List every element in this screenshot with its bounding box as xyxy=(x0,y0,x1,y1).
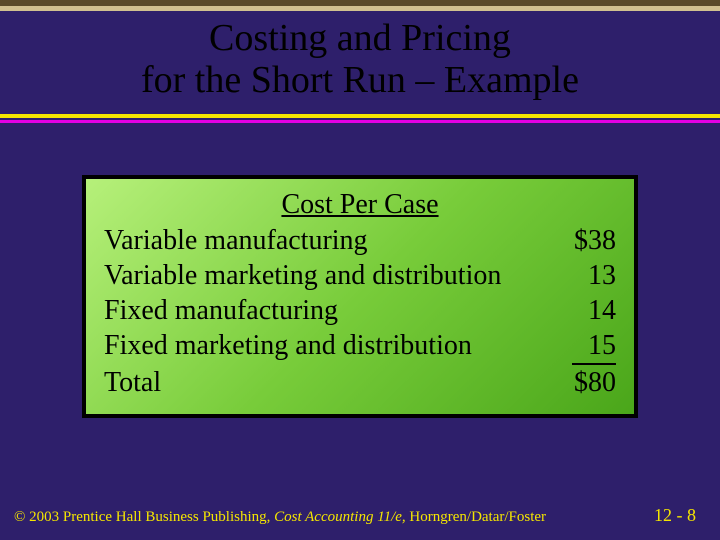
row-label: Fixed manufacturing xyxy=(104,293,338,328)
cost-table-box: Cost Per Case Variable manufacturing $38… xyxy=(82,175,638,418)
footer-book-title: Cost Accounting 11/e, xyxy=(274,509,406,525)
row-value: 15 xyxy=(556,328,616,365)
row-label: Variable marketing and distribution xyxy=(104,258,501,293)
divider-yellow xyxy=(0,114,720,118)
footer-copyright: © 2003 Prentice Hall Business Publishing… xyxy=(14,509,546,526)
slide-title: Costing and Pricing for the Short Run – … xyxy=(0,18,720,102)
row-value: $38 xyxy=(556,223,616,258)
footer-prefix: © 2003 Prentice Hall Business Publishing… xyxy=(14,509,274,525)
table-row: Variable marketing and distribution 13 xyxy=(104,258,616,293)
row-value: 14 xyxy=(556,293,616,328)
table-row: Fixed manufacturing 14 xyxy=(104,293,616,328)
title-line-1: Costing and Pricing xyxy=(0,18,720,60)
title-line-2: for the Short Run – Example xyxy=(0,60,720,102)
row-value: $80 xyxy=(556,365,616,400)
top-border-stripe-3 xyxy=(0,11,720,15)
table-row: Variable manufacturing $38 xyxy=(104,223,616,258)
row-label: Fixed marketing and distribution xyxy=(104,328,472,365)
row-value: 13 xyxy=(556,258,616,293)
table-row: Total $80 xyxy=(104,365,616,400)
cost-table-heading: Cost Per Case xyxy=(104,189,616,221)
row-label: Total xyxy=(104,365,161,400)
divider-magenta xyxy=(0,120,720,123)
table-row: Fixed marketing and distribution 15 xyxy=(104,328,616,365)
page-number: 12 - 8 xyxy=(654,505,696,526)
row-label: Variable manufacturing xyxy=(104,223,368,258)
footer-authors: Horngren/Datar/Foster xyxy=(406,509,546,525)
